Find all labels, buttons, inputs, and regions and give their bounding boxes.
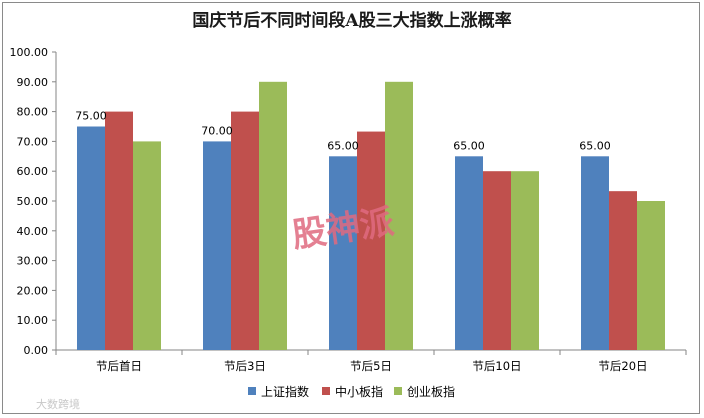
- y-tick-label: 50.00: [17, 195, 49, 208]
- y-tick-label: 60.00: [17, 165, 49, 178]
- chart-title: 国庆节后不同时间段A股三大指数上涨概率: [192, 10, 511, 31]
- legend-swatch: [394, 387, 402, 395]
- bar: [637, 201, 665, 350]
- bar: [133, 141, 161, 350]
- bar: [357, 131, 385, 350]
- bar: [483, 171, 511, 350]
- y-tick-label: 20.00: [17, 284, 49, 297]
- y-tick-label: 100.00: [10, 46, 49, 59]
- bar: [455, 156, 483, 350]
- y-tick-label: 40.00: [17, 225, 49, 238]
- y-tick-label: 10.00: [17, 314, 49, 327]
- x-tick-label: 节后10日: [472, 359, 521, 373]
- legend-swatch: [248, 387, 256, 395]
- bar: [329, 156, 357, 350]
- bar: [231, 111, 259, 350]
- data-label: 70.00: [201, 124, 233, 137]
- bar: [385, 81, 413, 351]
- legend-label: 上证指数: [261, 384, 309, 399]
- y-tick-label: 70.00: [17, 135, 49, 148]
- legend-swatch: [322, 387, 330, 395]
- bar: [511, 171, 539, 350]
- y-tick-label: 80.00: [17, 106, 49, 119]
- bar: [105, 111, 133, 350]
- data-label: 65.00: [579, 139, 611, 152]
- bar: [581, 156, 609, 350]
- legend-label: 创业板指: [407, 384, 455, 399]
- data-label: 65.00: [327, 139, 359, 152]
- data-label: 65.00: [453, 139, 485, 152]
- y-tick-label: 90.00: [17, 76, 49, 89]
- corner-watermark: 大数跨境: [36, 397, 80, 411]
- bar: [259, 81, 287, 351]
- data-labels: 75.00 70.00 65.00 65.00 65.00: [75, 110, 611, 153]
- legend-label: 中小板指: [335, 384, 383, 399]
- bar: [77, 126, 105, 350]
- bar: [609, 191, 637, 350]
- y-tick-label: 0.00: [24, 344, 49, 357]
- bars: [77, 81, 665, 351]
- data-label: 75.00: [75, 110, 107, 123]
- x-tick-label: 节后3日: [224, 359, 266, 373]
- legend: 上证指数 中小板指 创业板指: [248, 384, 455, 399]
- x-tick-label: 节后5日: [350, 359, 392, 373]
- axes: 0.00 10.00 20.00 30.00 40.00 50.00 60.00 70.00 8…: [10, 46, 687, 373]
- bar: [203, 141, 231, 350]
- x-tick-label: 节后首日: [96, 359, 142, 373]
- x-tick-label: 节后20日: [598, 359, 647, 373]
- y-tick-label: 30.00: [17, 255, 49, 268]
